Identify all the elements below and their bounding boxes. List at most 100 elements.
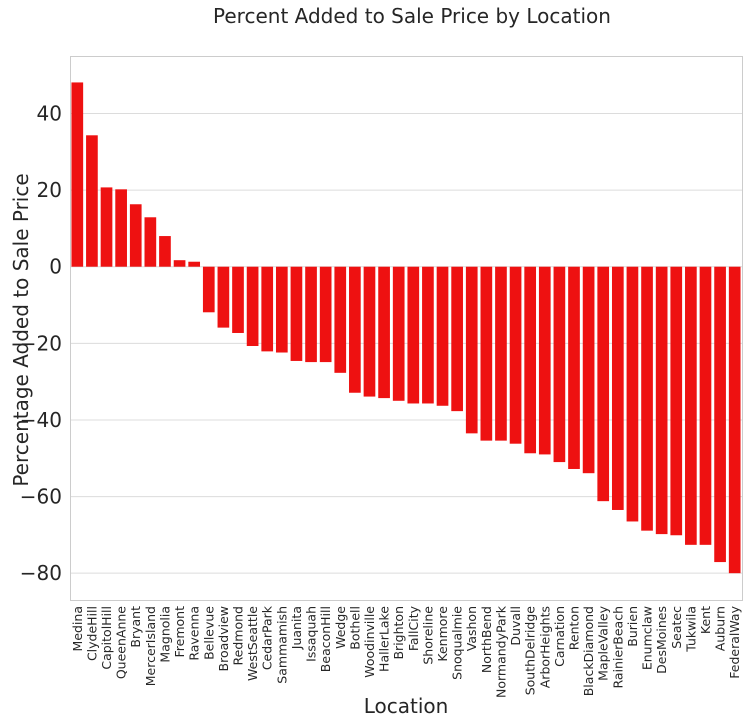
x-tick-label: Enumclaw (640, 606, 655, 670)
bar-magnolia (159, 236, 171, 267)
bar-northbend (480, 266, 493, 441)
bar-bryant (129, 204, 142, 267)
x-tick-label: Juanita (289, 606, 304, 650)
bar-juanita (290, 266, 303, 361)
bar-vashon (465, 266, 478, 434)
y-tick-label: −60 (20, 485, 62, 509)
bar-maplevalley (597, 266, 610, 502)
x-tick-label: MapleValley (596, 605, 611, 680)
x-tick-label: Wedge (333, 606, 348, 649)
x-tick-label: Shoreline (420, 606, 435, 665)
y-tick-label: 20 (37, 178, 62, 202)
bar-kent (699, 266, 712, 545)
x-tick-label: Vashon (464, 606, 479, 651)
x-tick-label: RainierBeach (610, 606, 625, 689)
y-tick-label: 0 (49, 255, 62, 279)
bar-mercerisland (144, 217, 157, 267)
plot-frame (70, 56, 743, 601)
bar-wedge (334, 266, 347, 373)
bar-sammamish (275, 266, 288, 353)
x-tick-label: Auburn (713, 606, 728, 651)
y-tick-label: −20 (20, 331, 62, 355)
bar-rainierbeach (611, 266, 624, 510)
x-tick-label: Burien (625, 606, 640, 647)
y-tick-label: 40 (37, 101, 62, 125)
bar-woodinville (363, 266, 376, 397)
x-tick-label: DesMoines (654, 606, 669, 674)
bar-seatec (670, 266, 683, 536)
bar-capitolhill (100, 187, 113, 267)
x-tick-label: Magnolia (157, 606, 172, 663)
x-tick-label: WestSeattle (245, 606, 260, 681)
y-tick-label: −40 (20, 408, 62, 432)
bar-renton (568, 266, 580, 469)
x-tick-label: FallCity (406, 605, 421, 651)
x-tick-label: Issaquah (304, 606, 319, 662)
x-tick-label: Bryant (128, 606, 143, 648)
x-tick-label: Snoqualmie (450, 606, 465, 680)
x-tick-labels: Medina ClydeHill CapitolHill QueenAnne Bryan… (70, 605, 742, 698)
x-tick-label: NormandyPark (493, 605, 508, 698)
bar-auburn (714, 266, 726, 563)
bar-enumclaw (641, 266, 653, 531)
bar-bothell (349, 266, 361, 393)
x-tick-label: Seatec (669, 606, 684, 649)
bar-beaconhill (319, 266, 332, 363)
x-tick-label: Bothell (347, 606, 362, 650)
bar-snoqualmie (451, 266, 463, 412)
bar-blackdiamond (582, 266, 595, 474)
bar-southdelridge (524, 266, 537, 454)
x-tick-label: Redmond (231, 606, 246, 665)
bar-burien (626, 266, 639, 522)
bar-federalway (728, 266, 741, 574)
bar-arborheights (538, 266, 551, 455)
x-tick-label: HallerLake (377, 606, 392, 672)
bar-redmond (232, 266, 244, 333)
bar-normandypark (495, 266, 507, 441)
y-tick-label: −80 (20, 561, 62, 585)
bars (71, 82, 741, 574)
x-tick-label: Tukwila (683, 606, 698, 653)
bar-bellevue (202, 266, 215, 313)
x-tick-label: Kenmore (435, 606, 450, 662)
x-tick-label: QueenAnne (114, 606, 129, 679)
bar-cedarpark (261, 266, 274, 352)
x-tick-label: Ravenna (187, 606, 202, 661)
x-tick-label: ArborHeights (537, 606, 552, 688)
bar-fallcity (407, 266, 420, 404)
bar-queenanne (115, 189, 127, 267)
bar-medina (71, 82, 84, 267)
x-tick-label: Fremont (172, 606, 187, 658)
bar-brighton (392, 266, 405, 401)
x-tick-label: MercerIsland (143, 606, 158, 686)
y-axis-label: Percentage Added to Sale Price (9, 173, 33, 486)
bar-broadview (217, 266, 230, 328)
x-tick-label: Bellevue (201, 606, 216, 660)
x-tick-label: Carnation (552, 606, 567, 667)
x-tick-label: Kent (698, 606, 713, 634)
bar-ravenna (188, 261, 201, 267)
bar-carnation (553, 266, 566, 463)
x-tick-label: Woodinville (362, 606, 377, 678)
x-axis-label: Location (364, 694, 449, 718)
x-tick-label: Broadview (216, 606, 231, 671)
x-tick-label: CapitolHill (99, 606, 114, 670)
x-tick-label: CedarPark (260, 605, 275, 670)
bar-tukwila (685, 266, 697, 545)
bar-hallerlake (378, 266, 390, 399)
x-tick-label: BlackDiamond (581, 606, 596, 696)
x-tick-label: Sammamish (274, 606, 289, 684)
bar-westseattle (246, 266, 259, 347)
bar-desmoines (655, 266, 668, 535)
x-tick-label: Brighton (391, 606, 406, 660)
bar-fremont (173, 260, 186, 267)
x-tick-label: Duvall (508, 606, 523, 646)
x-tick-label: Medina (70, 606, 85, 651)
x-tick-label: NorthBend (479, 606, 494, 673)
bar-shoreline (422, 266, 434, 404)
x-tick-label: BeaconHill (318, 606, 333, 672)
x-tick-label: SouthDelridge (523, 606, 538, 696)
chart-title: Percent Added to Sale Price by Location (213, 4, 611, 28)
bar-clydehill (86, 135, 98, 267)
